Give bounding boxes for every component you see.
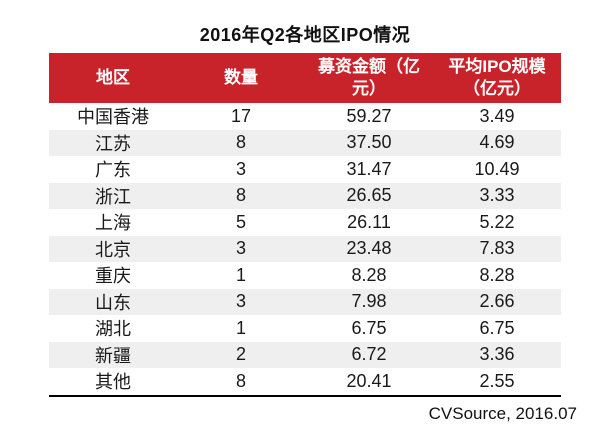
- region-cell: 重庆: [95, 266, 131, 287]
- table-row: 山东 3 7.98 2.66: [49, 288, 561, 315]
- avg-size-cell: 6.75: [479, 317, 515, 338]
- amount-cell: 6.75: [351, 317, 387, 338]
- table-row: 新疆 2 6.72 3.36: [49, 341, 561, 368]
- count-cell: 3: [235, 158, 246, 179]
- table-row: 浙江 8 26.65 3.33: [49, 182, 561, 209]
- table-row: 北京 3 23.48 7.83: [49, 235, 561, 262]
- count-cell: 3: [235, 291, 246, 312]
- amount-cell: 7.98: [351, 291, 387, 312]
- page-title: 2016年Q2各地区IPO情况: [199, 25, 411, 45]
- avg-size-cell: 4.69: [479, 132, 515, 153]
- table-row: 其他 8 20.41 2.55: [49, 368, 561, 396]
- avg-size-cell: 10.49: [474, 158, 520, 179]
- col-header-avg-size: 平均IPO规模 （亿元）: [433, 53, 561, 103]
- amount-cell: 23.48: [346, 238, 392, 259]
- region-cell: 北京: [95, 239, 131, 260]
- col-header-amount: 募资金额（亿 元）: [305, 53, 433, 103]
- avg-size-cell: 2.66: [479, 291, 515, 312]
- amount-cell: 8.28: [351, 264, 387, 285]
- avg-size-cell: 3.33: [479, 185, 515, 206]
- count-cell: 8: [235, 370, 246, 391]
- table-row: 江苏 8 37.50 4.69: [49, 129, 561, 156]
- table-row: 上海 5 26.11 5.22: [49, 209, 561, 236]
- col-header-region: 地区: [49, 53, 177, 103]
- table-row: 重庆 1 8.28 8.28: [49, 262, 561, 289]
- amount-cell: 26.11: [347, 211, 391, 232]
- region-cell: 江苏: [95, 133, 131, 154]
- region-cell: 浙江: [95, 186, 131, 207]
- count-cell: 1: [235, 317, 246, 338]
- region-cell: 新疆: [95, 345, 131, 366]
- count-cell: 8: [235, 185, 246, 206]
- avg-size-cell: 5.22: [479, 211, 515, 232]
- count-cell: 17: [230, 105, 252, 126]
- amount-cell: 20.41: [346, 370, 392, 391]
- avg-size-cell: 3.49: [479, 105, 515, 126]
- region-cell: 湖北: [95, 319, 131, 340]
- amount-cell: 26.65: [346, 185, 392, 206]
- region-cell: 上海: [95, 213, 131, 234]
- avg-size-cell: 8.28: [479, 264, 515, 285]
- table-row: 湖北 1 6.75 6.75: [49, 315, 561, 342]
- ipo-region-table: 地区 数量 募资金额（亿 元） 平均IPO规模 （亿元） 中国香港 17 59.…: [49, 53, 561, 397]
- col-header-count: 数量: [177, 53, 305, 103]
- table-row: 中国香港 17 59.27 3.49: [49, 103, 561, 130]
- amount-cell: 6.72: [351, 344, 387, 365]
- count-cell: 5: [235, 211, 246, 232]
- table-row: 广东 3 31.47 10.49: [49, 156, 561, 183]
- amount-cell: 31.47: [346, 158, 392, 179]
- count-cell: 2: [235, 344, 246, 365]
- avg-size-cell: 3.36: [479, 344, 515, 365]
- count-cell: 3: [235, 238, 246, 259]
- source-note: CVSource, 2016.07: [428, 403, 577, 423]
- region-cell: 广东: [95, 160, 131, 181]
- region-cell: 中国香港: [77, 107, 149, 128]
- region-cell: 其他: [95, 372, 131, 393]
- avg-size-cell: 2.55: [479, 370, 515, 391]
- count-cell: 8: [235, 132, 246, 153]
- amount-cell: 59.27: [346, 105, 392, 126]
- count-cell: 1: [235, 264, 246, 285]
- region-cell: 山东: [95, 292, 131, 313]
- amount-cell: 37.50: [346, 132, 392, 153]
- table-header-row: 地区 数量 募资金额（亿 元） 平均IPO规模 （亿元）: [49, 53, 561, 103]
- avg-size-cell: 7.83: [479, 238, 515, 259]
